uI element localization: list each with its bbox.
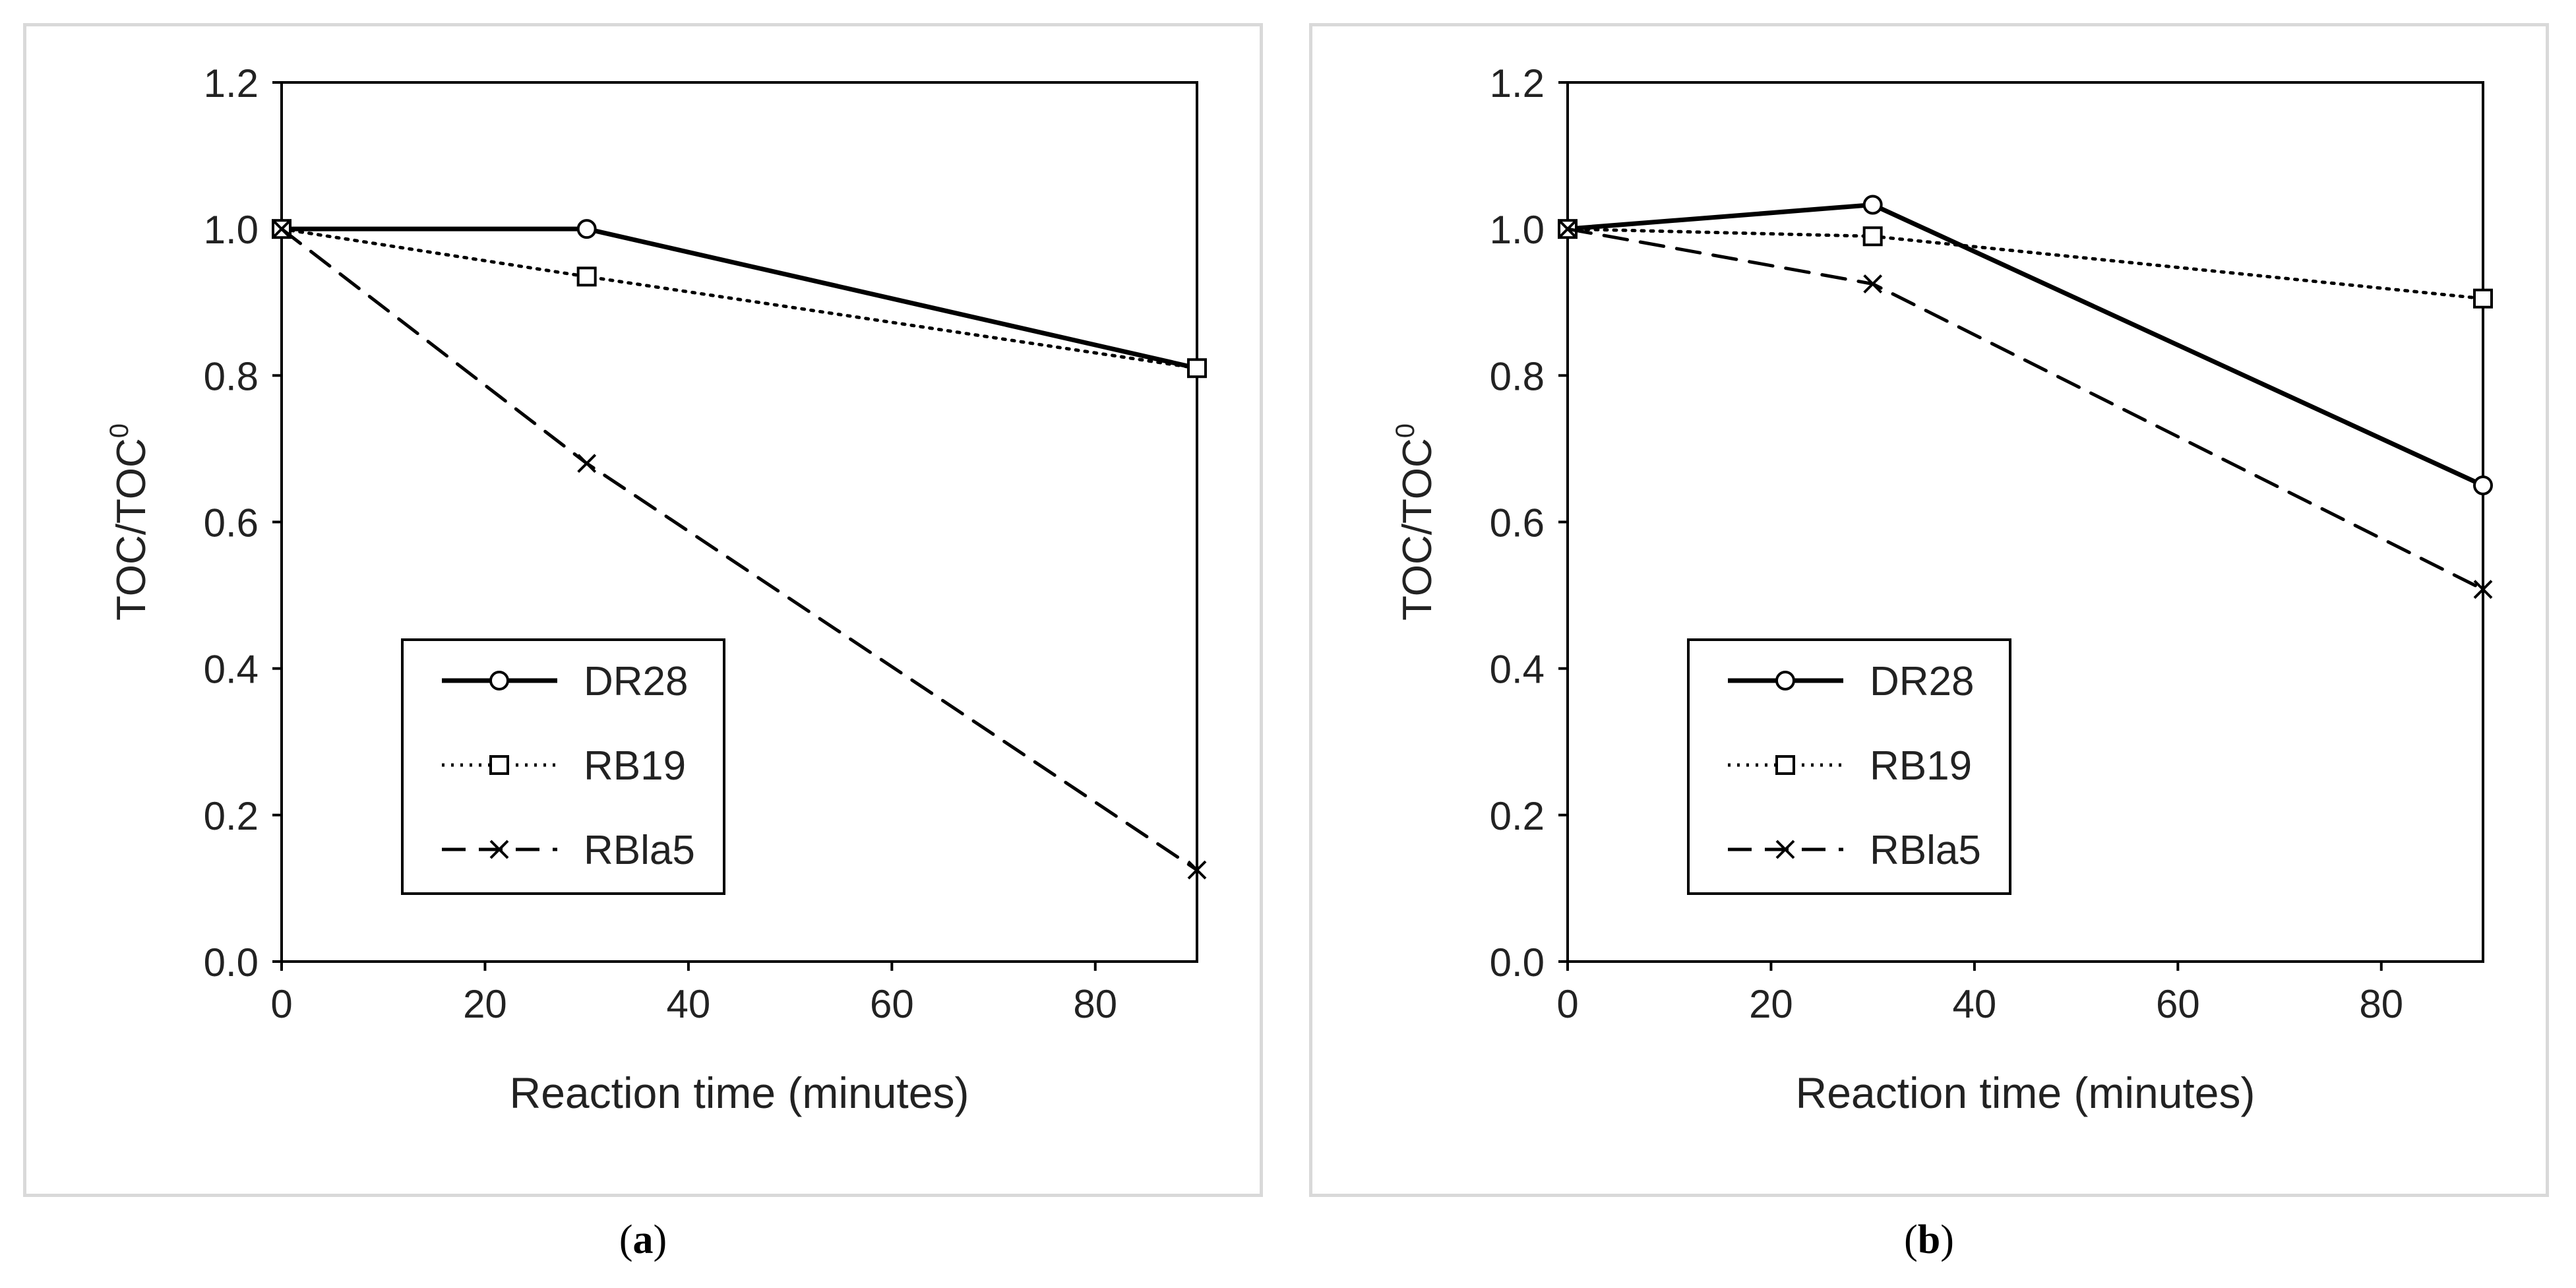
x-tick-label: 80 xyxy=(1073,982,1117,1026)
series-rb19 xyxy=(272,219,1207,379)
marker-x-stroke-2 xyxy=(1775,840,1795,859)
y-tick-label: 0.8 xyxy=(1490,354,1545,398)
y-tick-label: 1.0 xyxy=(204,208,259,252)
legend-item: DR28 xyxy=(442,659,689,704)
x-tick-label: 0 xyxy=(270,982,292,1026)
y-tick-label: 1.2 xyxy=(204,61,259,106)
x-tick-label: 20 xyxy=(1749,982,1793,1026)
legend: DR28 RB19 RBla5 xyxy=(1687,638,2011,895)
chart-panel-a: 0.0 0.2 0.4 0.6 0.8 1.0 1.2 0 20 40 60 80 Reaction t… xyxy=(23,23,1263,1197)
y-tick-label: 0.2 xyxy=(204,794,259,838)
y-axis-label: TOC/TOC0 xyxy=(1391,423,1440,621)
chart-b: 0.0 0.2 0.4 0.6 0.8 1.0 1.2 0 20 40 60 80 Reaction t… xyxy=(1391,61,2493,1117)
data-point-rbla5 xyxy=(577,454,597,474)
y-tick-label: 0.6 xyxy=(204,501,259,545)
caption-a-label: a xyxy=(632,1217,654,1262)
caption-a: (a) xyxy=(619,1217,667,1262)
legend-item: RB19 xyxy=(442,743,686,789)
legend-label: DR28 xyxy=(584,659,689,704)
legend-swatch-marker xyxy=(489,755,509,775)
legend-item: RBla5 xyxy=(1728,828,1981,873)
legend-swatch-marker xyxy=(1775,840,1795,859)
data-point-dr28 xyxy=(2473,475,2493,495)
y-axis-label-superscript: 0 xyxy=(105,423,134,438)
series-dr28 xyxy=(1558,195,2493,495)
y-tick-label: 0.0 xyxy=(1490,940,1545,985)
data-point-rbla5 xyxy=(2473,580,2493,599)
marker-x-stroke-2 xyxy=(1187,860,1207,880)
legend-label: RBla5 xyxy=(584,828,695,873)
x-tick-label: 60 xyxy=(2156,982,2200,1026)
legend: DR28 RB19 RBla5 xyxy=(401,638,725,895)
legend-item: RB19 xyxy=(1728,743,1972,789)
y-axis-label: TOC/TOC0 xyxy=(105,423,154,621)
legend-swatch-marker xyxy=(1775,671,1795,690)
marker-x-stroke-2 xyxy=(1558,219,1578,239)
x-tick-label: 80 xyxy=(2359,982,2403,1026)
series-rbla5 xyxy=(272,219,1207,880)
legend-label: RB19 xyxy=(584,743,686,789)
series-line-rbla5 xyxy=(1566,227,2485,592)
y-tick-label: 0.8 xyxy=(204,354,259,398)
legend-label: RBla5 xyxy=(1870,828,1981,873)
x-tick-label: 0 xyxy=(1556,982,1578,1026)
series-line-rb19 xyxy=(280,227,1199,370)
x-tick-label: 40 xyxy=(1953,982,1997,1026)
marker-x-stroke-2 xyxy=(577,454,597,474)
x-tick-label: 40 xyxy=(667,982,711,1026)
chart-panel-b: 0.0 0.2 0.4 0.6 0.8 1.0 1.2 0 20 40 60 80 Reaction t… xyxy=(1309,23,2549,1197)
x-tick-label: 20 xyxy=(463,982,507,1026)
data-point-rbla5 xyxy=(1863,274,1883,293)
data-point-rbla5 xyxy=(1187,860,1207,880)
legend-label: DR28 xyxy=(1870,659,1975,704)
y-tick-label: 1.2 xyxy=(1490,61,1545,106)
series-rbla5 xyxy=(1558,219,2493,599)
y-tick-label: 1.0 xyxy=(1490,208,1545,252)
data-point-dr28 xyxy=(1862,195,1883,215)
legend-swatch-marker xyxy=(489,840,509,859)
y-tick-label: 0.0 xyxy=(204,940,259,985)
legend-swatch-marker xyxy=(489,671,509,690)
series-line-rb19 xyxy=(1566,227,2485,301)
marker-x-stroke-2 xyxy=(489,840,509,859)
data-point-rbla5 xyxy=(1558,219,1578,239)
y-tick-label: 0.4 xyxy=(204,648,259,692)
data-point-rb19 xyxy=(1187,358,1207,379)
y-axis-label-text: TOC/TOC xyxy=(109,438,154,621)
y-axis-label-text: TOC/TOC xyxy=(1395,438,1440,621)
data-point-rb19 xyxy=(1862,226,1883,247)
legend-item: DR28 xyxy=(1728,659,1975,704)
data-point-dr28 xyxy=(576,219,597,239)
y-tick-label: 0.4 xyxy=(1490,648,1545,692)
series-line-dr28 xyxy=(1565,202,2486,488)
y-tick-label: 0.2 xyxy=(1490,794,1545,838)
x-axis-label: Reaction time (minutes) xyxy=(510,1068,969,1117)
y-tick-label: 0.6 xyxy=(1490,501,1545,545)
y-axis-label-superscript: 0 xyxy=(1391,423,1420,438)
marker-x-stroke-2 xyxy=(1863,274,1883,293)
marker-x-stroke-2 xyxy=(272,219,291,239)
data-point-rb19 xyxy=(576,266,597,287)
marker-x-stroke-2 xyxy=(2473,580,2493,599)
chart-a: 0.0 0.2 0.4 0.6 0.8 1.0 1.2 0 20 40 60 80 Reaction t… xyxy=(105,61,1207,1117)
legend-swatch-marker xyxy=(1775,755,1795,775)
data-point-rb19 xyxy=(2473,288,2493,309)
x-tick-label: 60 xyxy=(870,982,914,1026)
caption-b-label: b xyxy=(1917,1217,1941,1262)
data-point-rbla5 xyxy=(272,219,291,239)
legend-label: RB19 xyxy=(1870,743,1972,789)
series-rb19 xyxy=(1558,219,2493,309)
legend-item: RBla5 xyxy=(442,828,695,873)
caption-b: (b) xyxy=(1904,1217,1954,1262)
x-axis-label: Reaction time (minutes) xyxy=(1796,1068,2255,1117)
